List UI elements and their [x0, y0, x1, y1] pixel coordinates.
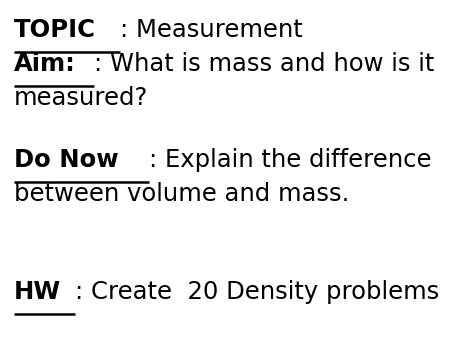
Text: : Measurement: : Measurement [120, 18, 302, 42]
Text: : What is mass and how is it: : What is mass and how is it [94, 52, 434, 76]
Text: HW: HW [14, 280, 61, 304]
Text: Aim:: Aim: [14, 52, 76, 76]
Text: : Explain the difference: : Explain the difference [149, 148, 432, 172]
Text: : Create  20 Density problems: : Create 20 Density problems [75, 280, 439, 304]
Text: measured?: measured? [14, 86, 148, 110]
Text: Do Now: Do Now [14, 148, 119, 172]
Text: TOPIC: TOPIC [14, 18, 96, 42]
Text: between volume and mass.: between volume and mass. [14, 182, 349, 206]
